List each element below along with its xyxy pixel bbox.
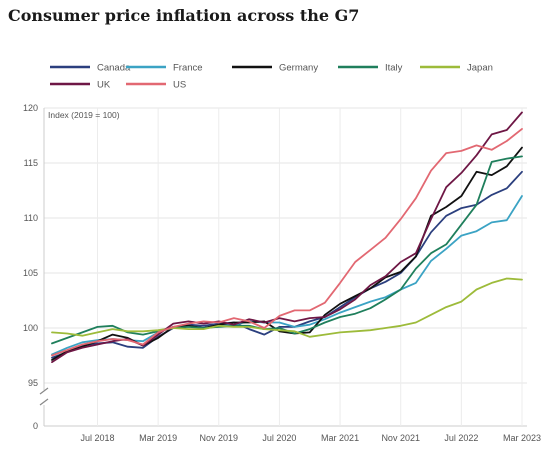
- legend-label-italy: Italy: [385, 63, 403, 74]
- y-tick-label-100: 100: [23, 323, 38, 333]
- x-tick-label-2020-07: Jul 2020: [262, 433, 296, 443]
- y-axis-label: Index (2019 = 100): [48, 110, 120, 120]
- y-tick-label-120: 120: [23, 103, 38, 113]
- legend-label-canada: Canada: [97, 63, 131, 74]
- x-tick-label-2019-11: Nov 2019: [200, 433, 239, 443]
- y-tick-label-110: 110: [24, 213, 38, 223]
- legend-label-japan: Japan: [467, 63, 493, 74]
- legend-label-us: US: [173, 80, 186, 91]
- chart-title: Consumer price inflation across the G7: [8, 6, 360, 25]
- series-line-canada: [51, 170, 523, 359]
- x-tick-label-2018-07: Jul 2018: [80, 433, 114, 443]
- x-tick-label-2021-03: Mar 2021: [321, 433, 359, 443]
- series-group: [51, 111, 523, 364]
- legend-label-uk: UK: [97, 80, 111, 91]
- y-tick-label-115: 115: [24, 158, 38, 168]
- series-line-italy: [51, 155, 523, 345]
- axis-break-mark-upper: [39, 387, 49, 395]
- y-tick-label-95: 95: [28, 378, 38, 388]
- series-line-us: [51, 127, 523, 357]
- legend: Canada France Germany Italy Japan UK US: [50, 63, 493, 91]
- x-tick-label-2021-11: Nov 2021: [381, 433, 420, 443]
- y-tick-label-zero: 0: [33, 421, 38, 431]
- legend-label-germany: Germany: [279, 63, 318, 74]
- grid: [44, 107, 527, 427]
- x-tick-label-2022-07: Jul 2022: [444, 433, 478, 443]
- x-tick-label-2023-03: Mar 2023: [503, 433, 541, 443]
- y-tick-label-105: 105: [23, 268, 38, 278]
- series-line-japan: [51, 277, 523, 338]
- x-tick-label-2019-03: Mar 2019: [139, 433, 177, 443]
- legend-label-france: France: [173, 63, 203, 74]
- axes: 95 100 105 110 115 120 0 Jul 2018 Mar 2019 Nov 20…: [23, 103, 541, 443]
- axis-break-mark-lower: [39, 398, 49, 406]
